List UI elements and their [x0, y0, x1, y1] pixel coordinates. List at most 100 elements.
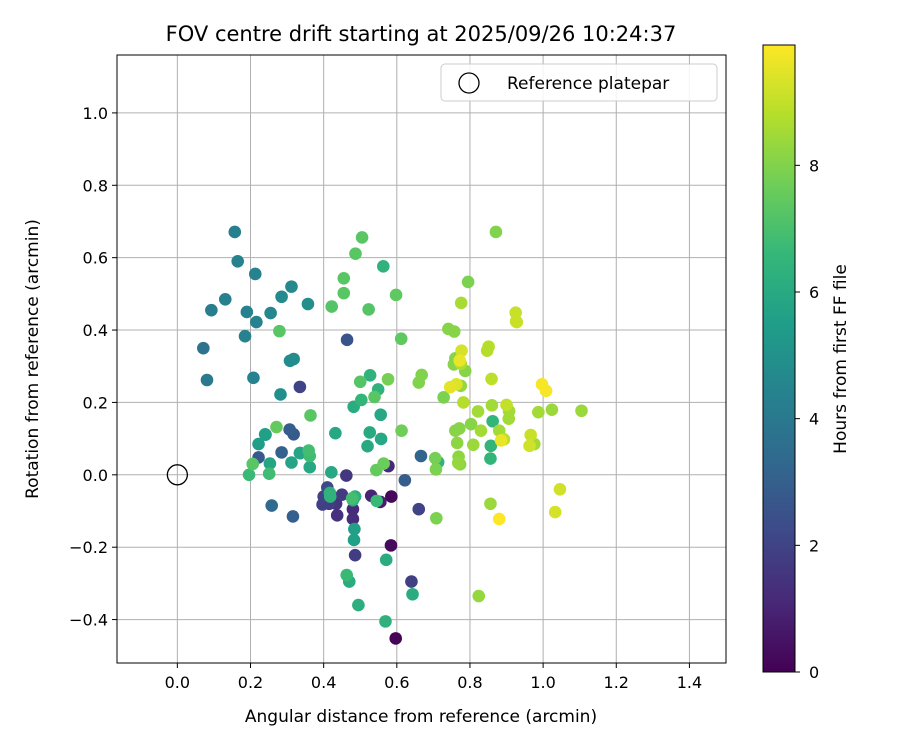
scatter-point	[258, 427, 272, 441]
scatter-point	[539, 384, 553, 398]
scatter-point	[405, 575, 418, 588]
scatter-point	[486, 414, 499, 428]
scatter-point	[304, 409, 317, 422]
scatter-point	[197, 341, 210, 355]
scatter-point	[384, 539, 398, 552]
scatter-point	[353, 375, 367, 389]
scatter-point	[352, 598, 365, 612]
scatter-point	[349, 247, 362, 260]
scatter-point	[368, 390, 381, 404]
scatter-point	[337, 271, 351, 285]
scatter-point	[523, 439, 536, 453]
scatter-point	[454, 296, 468, 310]
legend-marker-icon	[458, 72, 480, 94]
scatter-point	[345, 492, 359, 505]
scatter-point	[466, 438, 480, 452]
scatter-point	[325, 300, 339, 313]
colorbar-tick-label: 8	[809, 156, 819, 175]
scatter-point	[340, 568, 354, 582]
scatter-point	[340, 469, 353, 482]
scatter-point	[398, 473, 412, 487]
colorbar	[763, 45, 795, 672]
scatter-point	[447, 325, 461, 338]
y-tick-label: 1.0	[83, 104, 108, 123]
scatter-point	[474, 424, 488, 437]
x-tick-label: 0.0	[165, 673, 190, 692]
scatter-point	[428, 451, 442, 465]
scatter-point	[247, 371, 260, 385]
scatter-point	[377, 457, 390, 470]
colorbar-tick-label: 2	[809, 536, 819, 555]
x-tick-label: 1.0	[530, 673, 555, 692]
scatter-point	[430, 511, 443, 525]
scatter-point	[238, 329, 252, 343]
y-tick-label: −0.2	[69, 538, 108, 557]
x-tick-label: 0.8	[457, 673, 482, 692]
scatter-point	[274, 388, 287, 401]
scatter-point	[532, 405, 545, 419]
scatter-point	[379, 615, 392, 628]
scatter-point	[406, 587, 419, 601]
scatter-point	[200, 373, 214, 387]
scatter-point	[485, 372, 498, 386]
scatter-point	[363, 368, 377, 382]
scatter-point	[205, 303, 218, 317]
legend-box	[440, 63, 718, 102]
scatter-point	[287, 352, 300, 366]
scatter-point	[389, 288, 403, 302]
reference-marker	[166, 464, 189, 486]
scatter-point	[414, 449, 428, 463]
scatter-point	[283, 423, 296, 436]
scatter-point	[374, 408, 388, 422]
scatter-point	[553, 482, 567, 496]
scatter-point	[394, 332, 408, 346]
scatter-point	[545, 403, 559, 416]
scatter-point	[484, 439, 498, 453]
scatter-point	[323, 490, 337, 503]
scatter-point	[286, 510, 300, 523]
scatter-point	[218, 292, 232, 306]
scatter-point	[502, 412, 516, 426]
scatter-point	[246, 457, 259, 471]
plot-frame	[116, 54, 727, 664]
scatter-point	[457, 396, 470, 409]
scatter-point	[337, 286, 351, 300]
scatter-point	[412, 376, 426, 389]
y-tick-label: 0.0	[83, 466, 108, 485]
scatter-point	[346, 512, 360, 526]
scatter-point	[330, 509, 344, 522]
scatter-point	[412, 502, 426, 516]
scatter-point	[379, 553, 393, 567]
scatter-point	[355, 231, 369, 244]
y-tick-label: 0.2	[83, 393, 108, 412]
scatter-point	[231, 254, 245, 268]
scatter-point	[329, 426, 342, 440]
scatter-point	[461, 275, 475, 289]
scatter-point	[346, 502, 360, 516]
scatter-point	[575, 404, 588, 418]
scatter-point	[265, 499, 279, 512]
scatter-point	[494, 434, 508, 447]
scatter-point	[381, 372, 395, 386]
x-axis-label: Angular distance from reference (arcmin)	[245, 707, 597, 727]
scatter-point	[250, 315, 263, 329]
colorbar-ticks: 0 2 4 6 8	[795, 156, 819, 682]
scatter-point	[355, 393, 368, 407]
scatter-point	[248, 267, 262, 281]
scatter-point	[293, 380, 307, 394]
scatter-point	[376, 260, 390, 273]
y-tick-label: 0.8	[83, 176, 108, 195]
scatter-point	[548, 505, 562, 519]
plot-area	[117, 55, 726, 663]
scatter-point	[273, 324, 286, 338]
scatter-point	[348, 522, 361, 536]
scatter-point	[325, 465, 338, 479]
colorbar-tick-label: 4	[809, 410, 819, 429]
x-tick-label: 1.4	[677, 673, 702, 692]
scatter-point	[524, 428, 537, 442]
scatter-point	[340, 333, 354, 347]
x-tick-label: 1.2	[604, 673, 629, 692]
scatter-point	[361, 439, 374, 453]
chart-title: FOV centre drift starting at 2025/09/26 …	[166, 22, 677, 46]
scatter-point	[482, 340, 495, 353]
